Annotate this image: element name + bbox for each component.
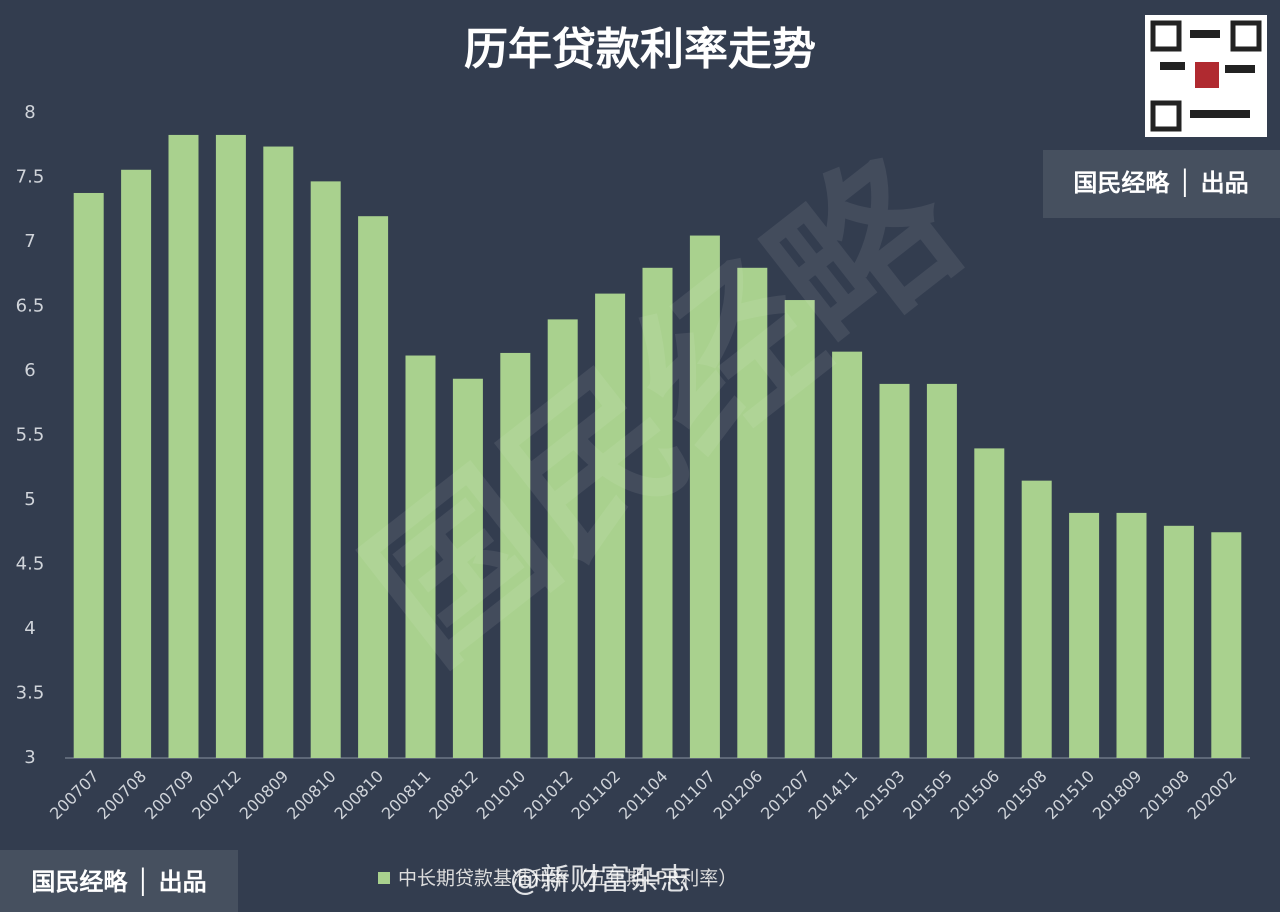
bar bbox=[784, 300, 815, 758]
bar bbox=[879, 383, 910, 758]
y-tick-label: 7.5 bbox=[16, 167, 45, 188]
bar bbox=[405, 355, 436, 758]
bar bbox=[310, 181, 341, 758]
qr-code bbox=[1145, 15, 1267, 137]
watermark: @新财富杂志 bbox=[510, 863, 690, 898]
y-tick-label: 4 bbox=[24, 618, 35, 639]
y-tick-label: 7 bbox=[24, 231, 35, 252]
y-tick-label: 4.5 bbox=[16, 554, 45, 575]
bar bbox=[974, 448, 1005, 758]
bar bbox=[121, 169, 152, 758]
bar bbox=[1211, 532, 1242, 758]
bar bbox=[263, 146, 294, 759]
bar bbox=[1069, 512, 1100, 758]
bar bbox=[689, 235, 720, 759]
y-tick-label: 6.5 bbox=[16, 296, 45, 317]
bar bbox=[215, 134, 246, 758]
y-tick-label: 5 bbox=[24, 489, 35, 510]
brand-box bbox=[1043, 150, 1280, 218]
brand: 国民经略 │ 出品 bbox=[1073, 168, 1248, 197]
bar bbox=[500, 352, 531, 758]
y-tick-label: 5.5 bbox=[16, 425, 45, 446]
bar bbox=[737, 267, 768, 758]
bar bbox=[1021, 480, 1052, 758]
legend-label: 中长期贷款基准利率（五年期LPR利率） bbox=[398, 868, 737, 890]
bar bbox=[547, 319, 578, 758]
y-tick-label: 3.5 bbox=[16, 683, 45, 704]
y-tick-label: 8 bbox=[24, 102, 35, 123]
brand: 国民经略 │ 出品 bbox=[31, 867, 206, 896]
chart-title: 历年贷款利率走势 bbox=[464, 24, 816, 75]
bar bbox=[452, 378, 483, 758]
bar bbox=[168, 134, 199, 758]
bar bbox=[642, 267, 673, 758]
y-tick-label: 3 bbox=[24, 747, 35, 768]
bar bbox=[1116, 512, 1147, 758]
bar bbox=[358, 216, 389, 758]
bar bbox=[595, 293, 626, 758]
y-tick-label: 6 bbox=[24, 360, 35, 381]
bar bbox=[73, 192, 104, 759]
bar bbox=[1163, 525, 1194, 758]
legend-swatch bbox=[378, 872, 390, 884]
brand-box bbox=[0, 850, 238, 912]
bar bbox=[832, 351, 863, 758]
bar bbox=[926, 383, 957, 758]
